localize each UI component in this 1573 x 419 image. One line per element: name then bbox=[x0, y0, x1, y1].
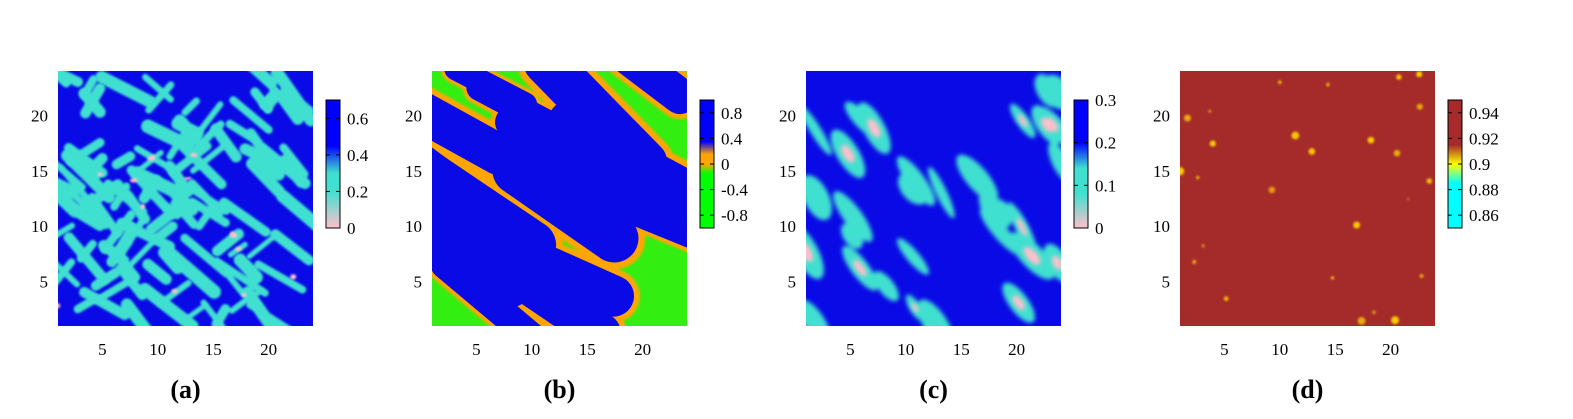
colorbar-tick-label: 0.94 bbox=[1469, 104, 1499, 123]
colorbar-tick-label: -0.4 bbox=[721, 181, 748, 200]
y-tick-label: 10 bbox=[405, 217, 422, 236]
heatmap-field bbox=[432, 71, 687, 326]
panel-label: (a) bbox=[170, 375, 200, 404]
colorbar: 0 0.2 0.4 0.6 bbox=[325, 99, 369, 238]
panel-c: 5 10 15 20 5 10 15 20 0 0.1 0.2 0.3 (c) bbox=[779, 71, 1116, 404]
panel-label: (d) bbox=[1292, 375, 1324, 404]
y-tick-label: 15 bbox=[1153, 162, 1170, 181]
heatmap-field bbox=[58, 71, 313, 326]
x-tick-label: 10 bbox=[149, 340, 166, 359]
colorbar-scale bbox=[325, 99, 341, 229]
colorbar-tick-label: 0.9 bbox=[1469, 155, 1490, 174]
y-tick-label: 15 bbox=[405, 162, 422, 181]
colorbar-tick-label: 0.6 bbox=[347, 109, 368, 128]
y-tick-label: 20 bbox=[779, 106, 796, 125]
colorbar-tick-label: 0 bbox=[721, 155, 730, 174]
colorbar-tick-label: 0.86 bbox=[1469, 206, 1499, 225]
panel-label: (c) bbox=[919, 375, 948, 404]
y-tick-label: 5 bbox=[40, 273, 49, 292]
colorbar-tick-label: 0.2 bbox=[1095, 134, 1116, 153]
y-tick-label: 10 bbox=[779, 217, 796, 236]
x-tick-label: 15 bbox=[579, 340, 596, 359]
y-tick-label: 5 bbox=[1162, 273, 1171, 292]
panel-a: 5 10 15 20 5 10 15 20 0 0.2 0.4 0.6 (a) bbox=[31, 71, 369, 404]
colorbar-tick-label: 0.88 bbox=[1469, 181, 1499, 200]
y-tick-label: 20 bbox=[1153, 106, 1170, 125]
x-tick-label: 5 bbox=[98, 340, 107, 359]
colorbar-tick-label: 0.4 bbox=[721, 129, 743, 148]
panel-d: 5 10 15 20 5 10 15 20 0.94 0.92 0.9 0.88 0.86 (d) bbox=[1153, 71, 1499, 404]
y-tick-label: 5 bbox=[414, 273, 423, 292]
x-tick-label: 10 bbox=[523, 340, 540, 359]
colorbar: 0.8 0.4 0 -0.4 -0.8 bbox=[699, 99, 748, 229]
x-tick-label: 15 bbox=[953, 340, 970, 359]
colorbar-tick-label: 0 bbox=[1095, 219, 1104, 238]
colorbar-tick-label: 0.2 bbox=[347, 182, 368, 201]
colorbar-tick-label: 0.4 bbox=[347, 146, 369, 165]
y-tick-label: 5 bbox=[788, 273, 797, 292]
colorbar-tick-label: 0.3 bbox=[1095, 91, 1116, 110]
colorbar-tick-label: 0.92 bbox=[1469, 129, 1499, 148]
colorbar-tick-label: 0.1 bbox=[1095, 176, 1116, 195]
heatmap-background bbox=[1180, 71, 1435, 326]
x-tick-label: 10 bbox=[1271, 340, 1288, 359]
x-tick-label: 15 bbox=[205, 340, 222, 359]
colorbar: 0.94 0.92 0.9 0.88 0.86 bbox=[1447, 99, 1499, 229]
y-tick-label: 20 bbox=[31, 106, 48, 125]
y-tick-label: 20 bbox=[405, 106, 422, 125]
panel-label: (b) bbox=[544, 375, 576, 404]
colorbar-tick-label: -0.8 bbox=[721, 206, 748, 225]
heatmap-field bbox=[1180, 71, 1435, 326]
x-tick-label: 15 bbox=[1327, 340, 1344, 359]
x-tick-label: 5 bbox=[472, 340, 481, 359]
heatmap-field bbox=[806, 71, 1061, 326]
y-tick-label: 10 bbox=[1153, 217, 1170, 236]
x-tick-label: 20 bbox=[634, 340, 651, 359]
y-tick-label: 10 bbox=[31, 217, 48, 236]
x-tick-label: 10 bbox=[897, 340, 914, 359]
x-tick-label: 20 bbox=[1382, 340, 1399, 359]
x-tick-label: 20 bbox=[1008, 340, 1025, 359]
panel-b: 5 10 15 20 5 10 15 20 0.8 0.4 0 -0.4 -0.8 (b) bbox=[405, 71, 748, 404]
y-tick-label: 15 bbox=[31, 162, 48, 181]
colorbar-scale bbox=[1073, 99, 1089, 229]
colorbar: 0 0.1 0.2 0.3 bbox=[1073, 91, 1116, 238]
colorbar-tick-label: 0 bbox=[347, 219, 356, 238]
colorbar-tick-label: 0.8 bbox=[721, 104, 742, 123]
x-tick-label: 20 bbox=[260, 340, 277, 359]
x-tick-label: 5 bbox=[1220, 340, 1229, 359]
x-tick-label: 5 bbox=[846, 340, 855, 359]
y-tick-label: 15 bbox=[779, 162, 796, 181]
